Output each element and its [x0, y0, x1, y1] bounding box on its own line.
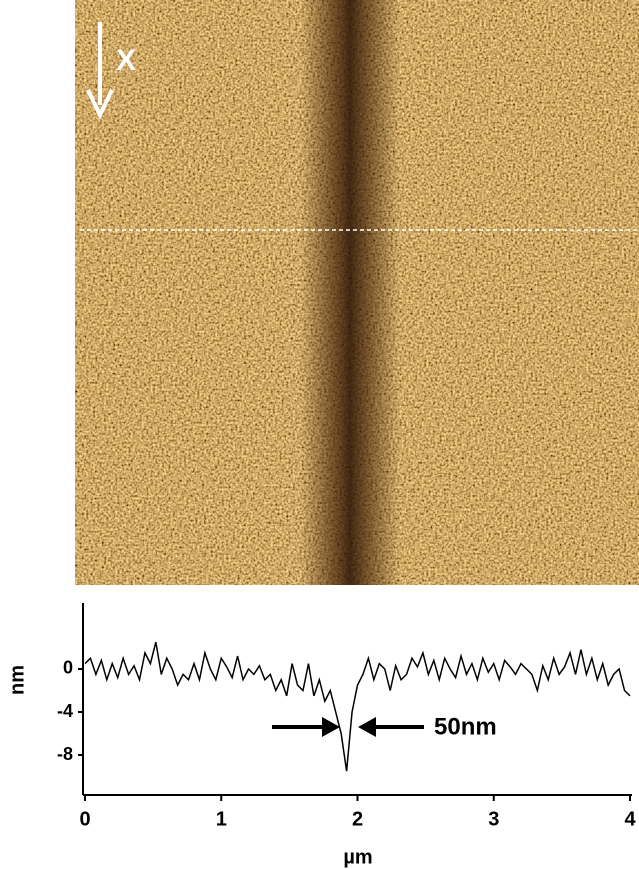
x-tick-label: 4	[624, 808, 636, 830]
y-axis-label: nm	[6, 665, 28, 695]
profile-chart: nm µm 50nm -8 -4 0 0 1 2 3 4	[6, 603, 636, 868]
profile-line	[84, 641, 631, 772]
x-tick-label: 3	[488, 808, 499, 830]
x-tick-label: 0	[79, 808, 90, 830]
annotation: 50nm	[434, 713, 497, 740]
direction-label: X	[116, 44, 136, 77]
afm-image: X	[75, 0, 639, 585]
y-tick-label: -4	[57, 701, 73, 721]
annotation-arrow-right-head	[358, 717, 376, 737]
x-tick-label: 2	[352, 808, 363, 830]
annotation-arrow-left-head	[322, 717, 340, 737]
x-axis-label: µm	[343, 846, 372, 868]
x-tick-label: 1	[216, 808, 227, 830]
y-tick-label: 0	[63, 658, 73, 678]
y-tick-label: -8	[57, 744, 73, 764]
direction-arrow-head	[86, 89, 114, 120]
trench	[300, 0, 400, 585]
